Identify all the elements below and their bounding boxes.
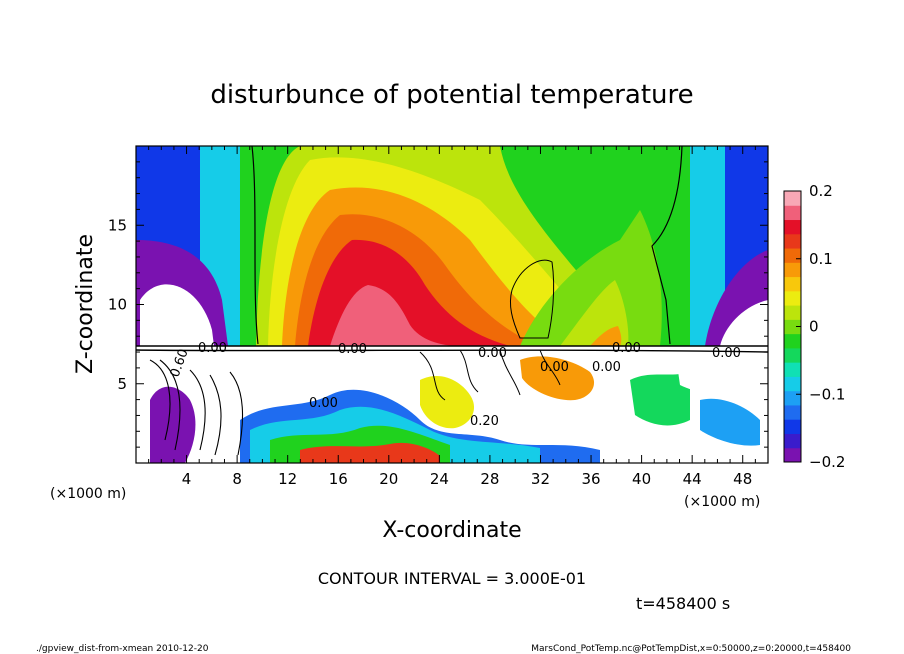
lower-right-blue <box>700 398 760 446</box>
x-tick-label: 16 <box>329 470 348 488</box>
region-left-white <box>140 284 214 346</box>
colorbar-swatch <box>784 347 801 363</box>
x-axis: 4 8 12 16 20 24 28 32 36 40 44 48 <box>148 146 756 488</box>
plot-area: 0.00 0.00 0.00 0.00 0.00 0.60 0.00 0.00 … <box>136 146 768 463</box>
lower-mid-contours <box>419 349 561 401</box>
colorbar-swatch <box>784 290 801 306</box>
x-tick-label: 36 <box>581 470 600 488</box>
lower-yellow-swirl <box>420 375 475 429</box>
colorbar-swatch <box>784 319 801 335</box>
x-tick-label: 32 <box>531 470 550 488</box>
colorbar-label: 0.2 <box>809 182 833 200</box>
colorbar-swatch <box>784 248 801 263</box>
upper-field <box>136 146 768 346</box>
x-tick-label: 44 <box>683 470 702 488</box>
y-axis-label: Z-coordinate <box>73 234 98 374</box>
lower-left-contours <box>149 359 244 456</box>
contour-label: 0.00 <box>478 346 507 361</box>
region-right-orange <box>590 326 622 346</box>
colorbar-label: 0.1 <box>809 250 833 268</box>
contour-label: 0.00 <box>612 341 641 356</box>
lower-right-green <box>630 372 690 426</box>
colorbar-swatch <box>784 376 801 392</box>
x-tick-label: 4 <box>182 470 192 488</box>
upper-contour-island <box>509 259 555 339</box>
region-pink <box>330 285 460 346</box>
contour-labels: 0.00 0.00 0.00 0.00 0.00 0.60 0.00 0.00 … <box>168 341 741 429</box>
colorbar-swatch <box>784 333 801 349</box>
interface-line <box>136 345 768 353</box>
contour-label: 0.20 <box>470 414 499 429</box>
colorbar-swatch <box>784 219 801 235</box>
colorbar-swatch <box>784 191 801 206</box>
region-right-white <box>720 300 768 346</box>
lower-purple-swirl <box>150 386 196 463</box>
colorbar-label: −0.1 <box>809 385 845 403</box>
colorbar-swatch <box>784 419 801 434</box>
contour-label: 0.00 <box>198 341 227 356</box>
contour-label: 0.00 <box>540 360 569 375</box>
colorbar-swatch <box>784 205 801 221</box>
colorbar-label: 0 <box>809 318 819 336</box>
colorbar-swatch <box>784 390 801 406</box>
colorbar-swatch <box>784 404 801 420</box>
y-tick-label: 10 <box>108 296 127 314</box>
x-tick-label: 20 <box>379 470 398 488</box>
y-tick-label: 15 <box>108 216 127 234</box>
x-tick-label: 24 <box>430 470 449 488</box>
upper-contour-zero <box>251 146 683 345</box>
contour-label: 0.00 <box>712 346 741 361</box>
x-unit-right: (×1000 m) <box>684 494 760 510</box>
x-tick-label: 40 <box>632 470 651 488</box>
colorbar: 0.2 0.1 0 −0.1 −0.2 <box>783 182 845 471</box>
x-tick-label: 12 <box>278 470 297 488</box>
contour-label: 0.00 <box>309 396 338 411</box>
region-right-green-yellow <box>520 210 662 346</box>
colorbar-swatch <box>784 262 801 278</box>
x-tick-label: 28 <box>480 470 499 488</box>
chart-title: disturbunce of potential temperature <box>210 80 693 110</box>
colorbar-swatch <box>784 305 801 320</box>
colorbar-label: −0.2 <box>809 453 845 471</box>
y-axis: 5 10 15 <box>108 161 768 448</box>
footer-right: MarsCond_PotTemp.nc@PotTempDist,x=0:5000… <box>531 644 851 654</box>
colorbar-swatch <box>784 362 801 377</box>
lower-red-swirl <box>300 442 440 463</box>
colorbar-swatch <box>784 233 801 249</box>
colorbar-swatch <box>784 433 801 449</box>
footer-left: ./gpview_dist-from-xmean 2010-12-20 <box>36 644 209 654</box>
time-text: t=458400 s <box>636 594 730 613</box>
x-tick-label: 8 <box>232 470 242 488</box>
colorbar-swatch <box>784 276 801 292</box>
y-tick-label: 5 <box>117 375 127 393</box>
contour-label: 0.00 <box>592 360 621 375</box>
lower-right-white <box>675 348 762 397</box>
contour-interval-text: CONTOUR INTERVAL = 3.000E-01 <box>318 569 586 588</box>
contour-label: 0.00 <box>338 342 367 357</box>
x-axis-label: X-coordinate <box>382 518 521 543</box>
lower-field <box>136 345 768 463</box>
x-unit-left: (×1000 m) <box>50 486 126 502</box>
colorbar-swatch <box>784 447 801 463</box>
x-tick-label: 48 <box>733 470 752 488</box>
